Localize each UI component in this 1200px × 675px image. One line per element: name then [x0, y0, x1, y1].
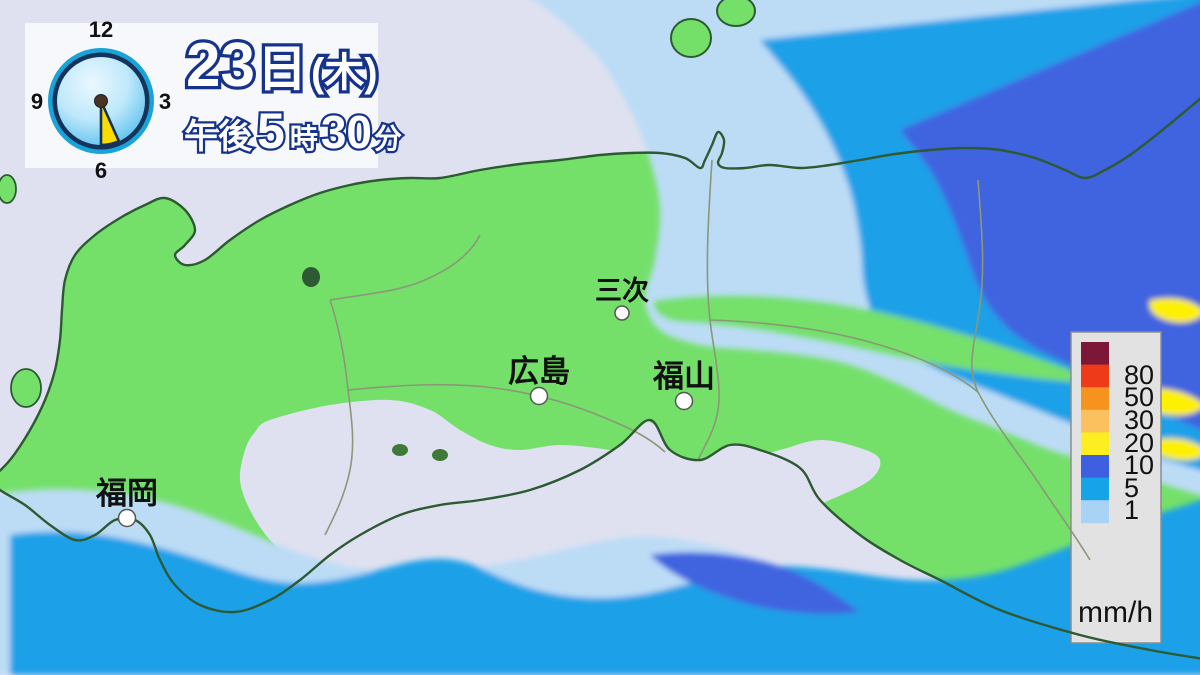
svg-text:福岡: 福岡 — [95, 476, 158, 511]
svg-text:福山: 福山 — [652, 359, 715, 394]
svg-text:mm/h: mm/h — [1078, 596, 1153, 629]
svg-text:広島: 広島 — [508, 354, 570, 389]
svg-text:3: 3 — [159, 89, 171, 114]
svg-text:1: 1 — [1124, 495, 1139, 525]
svg-text:三次: 三次 — [595, 276, 649, 306]
svg-text:9: 9 — [31, 89, 43, 114]
svg-text:6: 6 — [95, 158, 107, 183]
svg-text:12: 12 — [89, 17, 113, 42]
